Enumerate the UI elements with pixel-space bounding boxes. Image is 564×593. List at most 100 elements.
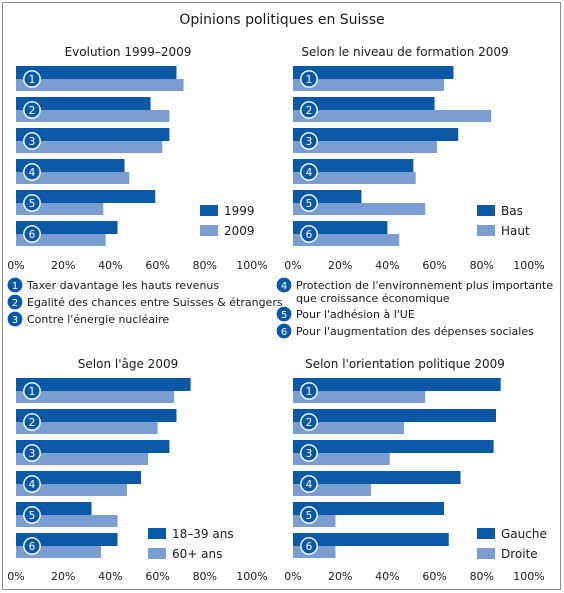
tick-label: 40% xyxy=(98,259,122,272)
legend-label: 1999 xyxy=(224,204,255,218)
category-marker xyxy=(300,70,318,88)
bar-18–39 ans xyxy=(16,440,170,453)
bar-1999 xyxy=(16,190,156,203)
bar-1999 xyxy=(16,159,125,172)
category-marker xyxy=(23,382,41,400)
item-number: 5 xyxy=(281,310,287,321)
legend-swatch xyxy=(200,205,218,216)
category-marker xyxy=(300,444,318,462)
item-label-line: que croissance économique xyxy=(296,292,450,305)
category-marker xyxy=(300,101,318,119)
item-label: Protection de l'environnement plus impor… xyxy=(296,279,553,305)
category-label: 1 xyxy=(306,386,313,398)
bar-18–39 ans xyxy=(16,533,118,546)
legend-label: Haut xyxy=(501,224,530,238)
bar-2009 xyxy=(16,79,184,91)
bar-Bas xyxy=(293,97,435,110)
bar-60+ ans xyxy=(16,453,149,465)
tick-label: 100% xyxy=(236,259,267,272)
bar-Gauche xyxy=(293,440,494,453)
category-marker xyxy=(300,537,318,555)
category-label: 1 xyxy=(29,386,36,398)
category-label: 5 xyxy=(306,198,313,210)
bar-1999 xyxy=(16,128,170,141)
tick-label: 0% xyxy=(7,259,24,272)
bar-Haut xyxy=(293,110,492,122)
tick-label: 0% xyxy=(284,259,301,272)
tick-label: 60% xyxy=(145,570,169,583)
legend-swatch xyxy=(148,528,166,539)
tick-label: 40% xyxy=(98,570,122,583)
category-label: 3 xyxy=(306,136,313,148)
bar-18–39 ans xyxy=(16,378,191,391)
tick-label: 40% xyxy=(375,570,399,583)
category-label: 1 xyxy=(29,74,36,86)
bar-Gauche xyxy=(293,502,445,515)
category-label: 2 xyxy=(306,105,313,117)
bar-60+ ans xyxy=(16,515,118,527)
legend-swatch xyxy=(477,205,495,216)
tick-label: 80% xyxy=(193,259,217,272)
legend-label: Bas xyxy=(501,204,523,218)
category-marker xyxy=(300,163,318,181)
bar-18–39 ans xyxy=(16,471,142,484)
tick-label: 20% xyxy=(328,570,352,583)
bar-Bas xyxy=(293,159,414,172)
category-marker xyxy=(23,163,41,181)
tick-label: 80% xyxy=(470,259,494,272)
item-label-line: Protection de l'environnement plus impor… xyxy=(296,279,553,292)
chart-panel-2: Selon le niveau de formation 20091234560… xyxy=(284,45,544,272)
item-marker xyxy=(276,306,292,322)
main-title: Opinions politiques en Suisse xyxy=(179,12,384,28)
category-marker xyxy=(23,537,41,555)
bar-Bas xyxy=(293,66,454,79)
item-legend: 1 Taxer davantage les hauts revenus 2 Egali… xyxy=(7,277,553,339)
category-marker xyxy=(300,413,318,431)
bar-Bas xyxy=(293,128,459,141)
bar-Haut xyxy=(293,234,400,246)
category-label: 3 xyxy=(29,448,36,460)
item-label: Taxer davantage les hauts revenus xyxy=(26,279,219,292)
bar-1999 xyxy=(16,221,118,234)
category-marker xyxy=(23,506,41,524)
bar-Gauche xyxy=(293,409,496,422)
category-marker xyxy=(23,101,41,119)
category-marker xyxy=(300,225,318,243)
category-label: 4 xyxy=(29,479,36,491)
category-label: 4 xyxy=(29,167,36,179)
bar-Haut xyxy=(293,141,437,153)
category-label: 3 xyxy=(29,136,36,148)
item-label: Pour l'adhésion à l'UE xyxy=(296,308,415,321)
category-label: 1 xyxy=(306,74,313,86)
bar-Haut xyxy=(293,172,416,184)
category-marker xyxy=(23,132,41,150)
tick-label: 100% xyxy=(513,259,544,272)
tick-label: 80% xyxy=(193,570,217,583)
bar-2009 xyxy=(16,141,163,153)
legend-swatch xyxy=(477,528,495,539)
item-marker xyxy=(276,323,292,339)
category-label: 3 xyxy=(306,448,313,460)
category-label: 6 xyxy=(306,229,313,241)
category-marker xyxy=(300,132,318,150)
chart-title: Selon l'âge 2009 xyxy=(78,357,178,371)
chart-title: Selon l'orientation politique 2009 xyxy=(305,357,505,371)
category-marker xyxy=(23,70,41,88)
chart-title: Selon le niveau de formation 2009 xyxy=(301,45,508,59)
bar-Gauche xyxy=(293,533,449,546)
category-label: 2 xyxy=(29,417,36,429)
bar-1999 xyxy=(16,66,177,79)
category-marker xyxy=(300,382,318,400)
item-marker xyxy=(7,277,23,293)
tick-label: 80% xyxy=(470,570,494,583)
category-label: 6 xyxy=(306,541,313,553)
item-label: Contre l'énergie nucléaire xyxy=(27,313,169,326)
bar-Droite xyxy=(293,391,426,403)
tick-label: 40% xyxy=(375,259,399,272)
category-marker xyxy=(300,475,318,493)
bar-Gauche xyxy=(293,378,501,391)
